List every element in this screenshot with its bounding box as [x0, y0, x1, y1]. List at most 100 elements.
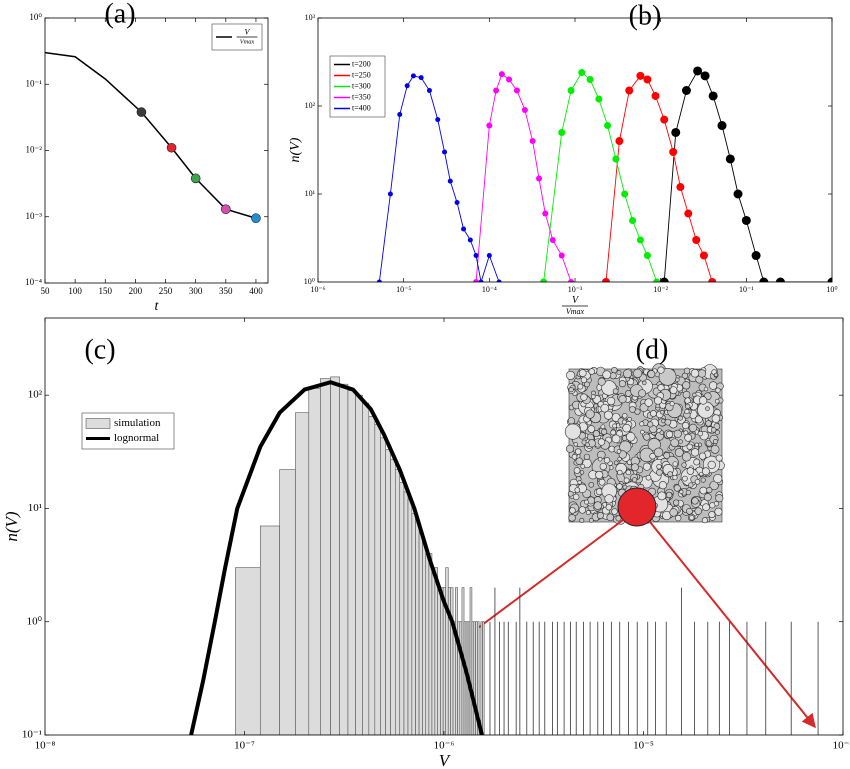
- legend-label: t=250: [352, 70, 371, 79]
- x-tick-label: 200: [129, 286, 143, 296]
- data-point: [506, 76, 513, 83]
- particle: [573, 467, 581, 474]
- histogram-bar: [259, 525, 280, 735]
- particle: [566, 370, 576, 380]
- legend-swatch: [85, 418, 111, 429]
- data-point: [454, 200, 460, 206]
- particle: [572, 493, 580, 501]
- data-point: [461, 226, 467, 232]
- particle: [644, 398, 653, 407]
- particle: [611, 434, 621, 444]
- particle: [588, 368, 595, 375]
- particle: [622, 413, 628, 419]
- particle: [699, 486, 708, 495]
- particle: [611, 508, 618, 515]
- data-point: [558, 128, 566, 136]
- particle: [689, 515, 695, 521]
- data-point: [410, 73, 416, 79]
- particle: [667, 471, 673, 477]
- data-point: [671, 127, 681, 137]
- data-point: [558, 252, 565, 259]
- particle: [669, 508, 678, 517]
- y-tick-label: 10⁻¹: [22, 729, 42, 741]
- particle: [681, 462, 687, 468]
- particle: [602, 370, 612, 380]
- x-tick-label: 300: [189, 286, 203, 296]
- particle: [647, 421, 654, 428]
- particle: [694, 479, 701, 485]
- particle: [715, 494, 724, 503]
- data-point: [568, 279, 575, 282]
- data-point: [604, 122, 612, 130]
- particle: [705, 406, 710, 411]
- particle: [693, 458, 700, 466]
- data-point: [549, 237, 556, 244]
- particle: [701, 467, 710, 476]
- histogram-bar: [403, 491, 409, 735]
- histogram-bar: [399, 482, 405, 735]
- histogram-bar: [407, 499, 413, 735]
- data-point: [827, 277, 832, 282]
- histogram-bar: [434, 567, 439, 735]
- y-tick-label: 10⁰: [29, 12, 42, 22]
- particle: [672, 474, 678, 481]
- particle: [709, 502, 716, 509]
- highlighted-particle: [617, 487, 657, 527]
- x-tick-label: 400: [249, 286, 263, 296]
- particle: [578, 369, 587, 377]
- histogram-bar: [482, 621, 485, 735]
- data-point: [700, 71, 710, 81]
- histogram-bar: [459, 621, 463, 735]
- particle: [569, 507, 576, 514]
- particle: [679, 489, 684, 495]
- particle: [583, 453, 590, 460]
- panel: (a) 50 100 150 200 250 300 350 400 10⁻⁴ 10⁻³ 10⁻² 10…: [25, 0, 269, 314]
- particle: [567, 417, 576, 425]
- particle: [580, 393, 588, 401]
- particle: [665, 430, 674, 439]
- particle: [665, 491, 673, 499]
- particle: [603, 457, 611, 464]
- histogram-bar: [347, 390, 356, 735]
- particle: [622, 423, 631, 433]
- particle: [656, 463, 662, 470]
- y-tick-label: 10³: [305, 13, 316, 22]
- histogram-bar: [295, 412, 310, 735]
- y-tick-label: 10¹: [305, 189, 316, 198]
- particle: [568, 387, 574, 393]
- particle: [604, 494, 614, 504]
- particle: [669, 386, 678, 395]
- histogram-bar: [394, 469, 401, 735]
- data-point: [397, 112, 403, 118]
- particle: [625, 469, 632, 476]
- particle: [590, 394, 596, 400]
- plot-area: [376, 66, 832, 282]
- y-tick-label: 10¹: [28, 502, 42, 514]
- data-point: [693, 66, 703, 76]
- particle: [700, 477, 706, 483]
- particle: [596, 511, 604, 520]
- histogram-bar: [428, 553, 433, 735]
- particle: [588, 517, 594, 523]
- data-point: [435, 117, 441, 123]
- particle: [688, 423, 698, 433]
- plot-area: [189, 376, 819, 735]
- particle: [673, 499, 680, 506]
- particle: [606, 396, 616, 406]
- legend-label: t=300: [352, 81, 371, 90]
- histogram-bar: [385, 449, 391, 735]
- panel: (b) 10⁻⁶ 10⁻⁵ 10⁻⁴ 10⁻³ 10⁻² 10⁻¹ 10⁰ 10⁰ 10¹ 10² 1…: [288, 0, 837, 315]
- particle: [613, 460, 619, 466]
- particle: [714, 429, 720, 435]
- data-point: [467, 237, 473, 243]
- particle: [603, 410, 613, 420]
- particle: [682, 381, 691, 390]
- histogram-bar: [380, 437, 386, 735]
- particle: [672, 461, 678, 467]
- data-point: [221, 204, 231, 215]
- particle: [599, 462, 607, 471]
- data-point: [567, 87, 575, 95]
- data-point: [473, 279, 480, 282]
- data-point: [643, 252, 651, 260]
- particle: [645, 474, 652, 481]
